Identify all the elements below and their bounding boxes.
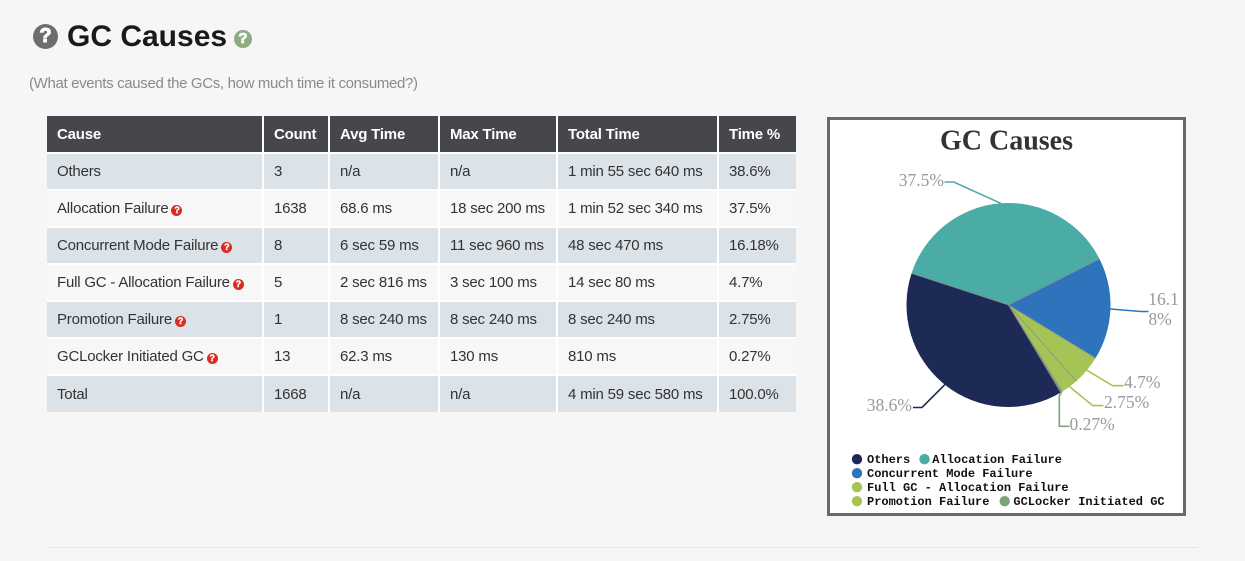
svg-text:8%: 8% xyxy=(1148,309,1171,329)
svg-text:Full GC - Allocation Failure: Full GC - Allocation Failure xyxy=(867,481,1069,495)
svg-text:Promotion Failure: Promotion Failure xyxy=(867,495,989,509)
svg-text:GCLocker Initiated GC: GCLocker Initiated GC xyxy=(1013,495,1164,509)
svg-text:0.27%: 0.27% xyxy=(1070,414,1115,434)
svg-text:2.75%: 2.75% xyxy=(1104,392,1149,412)
svg-text:Concurrent Mode Failure: Concurrent Mode Failure xyxy=(867,467,1033,481)
svg-text:38.6%: 38.6% xyxy=(867,395,912,415)
svg-text:37.5%: 37.5% xyxy=(899,170,944,190)
svg-text:16.1: 16.1 xyxy=(1148,289,1179,309)
svg-text:4.7%: 4.7% xyxy=(1124,372,1160,392)
svg-text:Allocation Failure: Allocation Failure xyxy=(932,453,1062,467)
svg-text:GC Causes: GC Causes xyxy=(940,126,1073,157)
svg-text:Others: Others xyxy=(867,453,910,467)
